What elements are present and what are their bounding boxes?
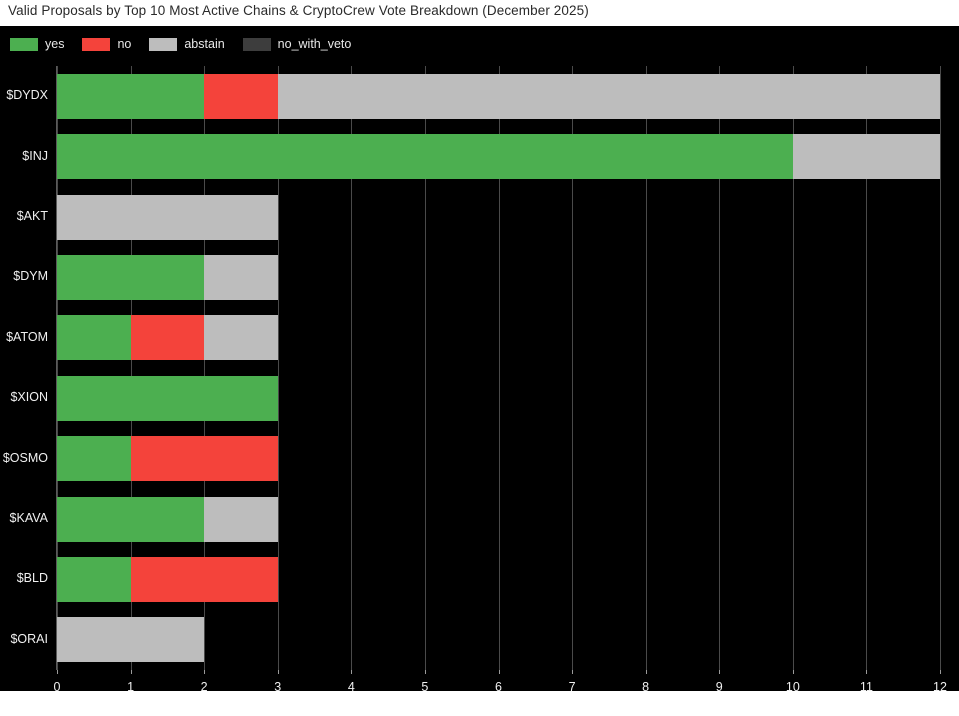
- x-axis-label: 6: [495, 680, 502, 694]
- bar-segment-yes[interactable]: [57, 315, 131, 361]
- bar-segment-yes[interactable]: [57, 134, 793, 180]
- x-axis-tick-mark: [866, 670, 868, 674]
- x-axis-label: 4: [347, 680, 355, 694]
- bar-segment-yes[interactable]: [57, 375, 278, 421]
- legend-entry-yes[interactable]: yes: [10, 37, 64, 51]
- bar-segment-abstain[interactable]: [204, 496, 278, 542]
- y-axis-label-xion: $XION: [10, 390, 48, 405]
- y-axis-label-atom: $ATOM: [6, 329, 48, 344]
- gridline: [645, 66, 647, 670]
- x-axis-label: 5: [421, 680, 429, 694]
- x-axis-tick-mark: [204, 670, 206, 674]
- bar-group-dydx[interactable]: [57, 73, 940, 119]
- gridline: [351, 66, 353, 670]
- legend-label: abstain: [184, 37, 225, 51]
- x-axis-tick-mark: [940, 670, 941, 674]
- bar-group-bld[interactable]: [57, 556, 940, 602]
- legend-swatch-icon: [82, 37, 111, 51]
- x-axis-label: 7: [568, 680, 576, 694]
- plot-area: [57, 66, 941, 670]
- y-axis-label-dym: $DYM: [13, 269, 48, 284]
- gridline: [866, 66, 868, 670]
- bar-segment-abstain[interactable]: [792, 134, 940, 180]
- y-axis-label-osmo: $OSMO: [2, 450, 48, 465]
- bar-segment-abstain[interactable]: [277, 73, 940, 119]
- bar-segment-no[interactable]: [204, 73, 278, 119]
- x-axis-tick-mark: [572, 670, 574, 674]
- x-axis-label: 0: [53, 680, 61, 694]
- bar-segment-yes[interactable]: [57, 556, 131, 602]
- bar-group-atom[interactable]: [57, 315, 940, 361]
- bar-segment-yes[interactable]: [57, 436, 131, 482]
- bar-group-orai[interactable]: [57, 617, 940, 663]
- x-axis-label: 12: [933, 680, 947, 694]
- bar-group-akt[interactable]: [57, 194, 940, 240]
- x-axis-tick-mark: [498, 670, 500, 674]
- legend-label: no_with_veto: [277, 37, 352, 51]
- bar-segment-abstain[interactable]: [204, 254, 278, 300]
- legend-swatch-icon: [10, 37, 38, 51]
- x-axis-label: 10: [785, 680, 800, 694]
- y-axis-label-kava: $KAVA: [9, 511, 48, 525]
- bar-group-kava[interactable]: [57, 496, 940, 542]
- gridline: [57, 66, 58, 670]
- gridline: [792, 66, 794, 670]
- gridline: [940, 66, 941, 670]
- x-axis-label: 11: [859, 680, 873, 694]
- bar-segment-no[interactable]: [130, 315, 205, 361]
- legend-entry-abstain[interactable]: abstain: [149, 37, 225, 51]
- x-axis-label: 8: [642, 680, 650, 694]
- gridline: [572, 66, 574, 670]
- legend-swatch-icon: [242, 37, 271, 51]
- bar-group-dym[interactable]: [57, 254, 940, 300]
- bar-segment-abstain[interactable]: [204, 315, 278, 361]
- x-axis-label: 3: [274, 680, 282, 694]
- x-axis-tick-mark: [792, 670, 794, 674]
- gridline: [130, 66, 132, 670]
- x-axis-tick-mark: [351, 670, 353, 674]
- y-axis-label-akt: $AKT: [16, 209, 48, 223]
- bar-segment-yes[interactable]: [57, 254, 205, 300]
- gridline: [498, 66, 500, 670]
- x-axis-label: 1: [127, 680, 135, 694]
- bar-segment-yes[interactable]: [57, 496, 205, 542]
- legend-swatch-icon: [149, 37, 178, 51]
- bar-group-inj[interactable]: [57, 134, 940, 180]
- gridline: [719, 66, 721, 670]
- bar-segment-yes[interactable]: [57, 73, 205, 119]
- x-axis-tick-mark: [277, 670, 279, 674]
- x-axis-tick-mark: [645, 670, 647, 674]
- bar-segment-abstain[interactable]: [57, 617, 205, 663]
- page-title: Valid Proposals by Top 10 Most Active Ch…: [8, 3, 589, 18]
- bar-segment-no[interactable]: [130, 436, 278, 482]
- legend-label: no: [117, 37, 132, 51]
- gridline: [424, 66, 426, 670]
- x-axis-tick-mark: [424, 670, 426, 674]
- y-axis-spine: [56, 66, 57, 670]
- x-axis-label: 9: [715, 680, 723, 694]
- y-axis-label-bld: $BLD: [16, 571, 48, 586]
- gridline: [204, 66, 206, 670]
- y-axis-label-dydx: $DYDX: [6, 88, 48, 103]
- x-axis-tick-mark: [719, 670, 721, 674]
- bar-group-xion[interactable]: [57, 375, 940, 421]
- x-axis-tick-mark: [130, 670, 132, 674]
- bar-segment-abstain[interactable]: [57, 194, 278, 240]
- bar-segment-no[interactable]: [130, 556, 278, 602]
- bar-group-osmo[interactable]: [57, 436, 940, 482]
- chart-legend: yes no abstain no_with_veto: [10, 34, 369, 54]
- y-axis-label-inj: $INJ: [22, 148, 48, 163]
- x-axis-tick-mark: [57, 670, 58, 674]
- x-axis-label: 2: [200, 680, 208, 694]
- legend-entry-no_with_veto[interactable]: no_with_veto: [242, 37, 352, 51]
- gridline: [277, 66, 279, 670]
- y-axis-label-orai: $ORAI: [10, 631, 48, 646]
- legend-label: yes: [45, 37, 65, 51]
- legend-entry-no[interactable]: no: [82, 37, 131, 51]
